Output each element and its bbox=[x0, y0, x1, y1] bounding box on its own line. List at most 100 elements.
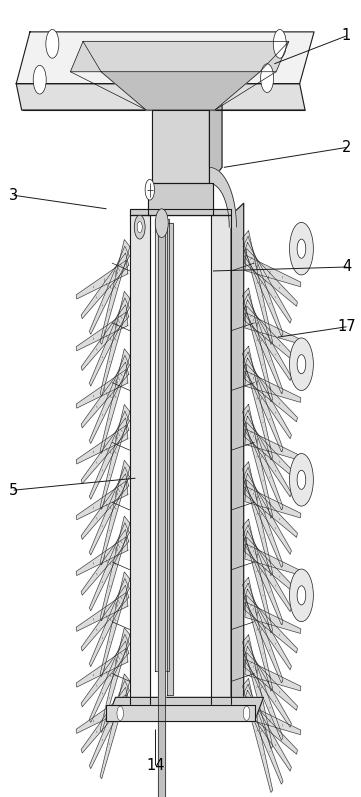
Circle shape bbox=[297, 470, 306, 489]
Polygon shape bbox=[158, 219, 165, 797]
Circle shape bbox=[290, 338, 313, 391]
Polygon shape bbox=[81, 585, 129, 651]
Circle shape bbox=[273, 29, 286, 58]
Polygon shape bbox=[90, 411, 129, 499]
Polygon shape bbox=[245, 430, 301, 461]
Polygon shape bbox=[243, 641, 283, 740]
Circle shape bbox=[134, 215, 145, 239]
Polygon shape bbox=[243, 346, 273, 460]
Polygon shape bbox=[76, 592, 128, 631]
Polygon shape bbox=[209, 94, 222, 183]
Polygon shape bbox=[81, 362, 129, 428]
Circle shape bbox=[33, 65, 46, 94]
Polygon shape bbox=[245, 660, 301, 691]
Polygon shape bbox=[245, 603, 301, 634]
Polygon shape bbox=[244, 422, 297, 480]
Polygon shape bbox=[243, 583, 283, 683]
Circle shape bbox=[297, 586, 306, 605]
Polygon shape bbox=[101, 72, 260, 110]
Circle shape bbox=[145, 179, 155, 200]
Polygon shape bbox=[76, 648, 128, 687]
Circle shape bbox=[290, 453, 313, 506]
Text: 3: 3 bbox=[9, 188, 18, 202]
Polygon shape bbox=[100, 628, 130, 732]
Polygon shape bbox=[245, 487, 301, 518]
Polygon shape bbox=[244, 249, 297, 306]
Polygon shape bbox=[81, 687, 129, 753]
Text: 1: 1 bbox=[342, 29, 351, 43]
Polygon shape bbox=[130, 215, 150, 711]
Polygon shape bbox=[211, 215, 231, 711]
Polygon shape bbox=[90, 246, 129, 334]
Polygon shape bbox=[245, 313, 301, 344]
Polygon shape bbox=[106, 697, 264, 721]
Polygon shape bbox=[243, 531, 291, 611]
Text: 4: 4 bbox=[342, 260, 351, 274]
Circle shape bbox=[243, 706, 250, 720]
Polygon shape bbox=[76, 481, 128, 520]
Polygon shape bbox=[90, 355, 129, 443]
Polygon shape bbox=[244, 537, 297, 595]
Polygon shape bbox=[81, 253, 129, 319]
Polygon shape bbox=[100, 240, 130, 344]
Polygon shape bbox=[155, 219, 169, 671]
Polygon shape bbox=[243, 404, 273, 518]
Polygon shape bbox=[244, 653, 297, 710]
Polygon shape bbox=[243, 473, 291, 554]
Polygon shape bbox=[243, 300, 291, 380]
Polygon shape bbox=[244, 480, 297, 537]
Polygon shape bbox=[90, 298, 129, 386]
Text: 17: 17 bbox=[337, 320, 356, 334]
Polygon shape bbox=[100, 349, 130, 453]
Polygon shape bbox=[106, 705, 255, 721]
Polygon shape bbox=[243, 416, 291, 497]
Polygon shape bbox=[81, 473, 129, 540]
Polygon shape bbox=[243, 646, 291, 727]
Polygon shape bbox=[243, 690, 291, 771]
Circle shape bbox=[290, 569, 313, 622]
Polygon shape bbox=[148, 183, 213, 215]
Circle shape bbox=[155, 209, 168, 238]
Polygon shape bbox=[243, 410, 283, 510]
Polygon shape bbox=[70, 41, 289, 72]
Polygon shape bbox=[81, 304, 129, 371]
Circle shape bbox=[46, 29, 59, 58]
Text: 14: 14 bbox=[146, 758, 165, 772]
Polygon shape bbox=[243, 525, 283, 625]
Polygon shape bbox=[209, 167, 236, 227]
Polygon shape bbox=[243, 468, 283, 567]
Polygon shape bbox=[100, 516, 130, 621]
Polygon shape bbox=[243, 519, 273, 633]
Polygon shape bbox=[130, 209, 231, 215]
Polygon shape bbox=[244, 595, 297, 653]
Polygon shape bbox=[243, 230, 273, 344]
Polygon shape bbox=[243, 288, 273, 402]
Polygon shape bbox=[100, 461, 130, 565]
Polygon shape bbox=[81, 418, 129, 484]
Text: 5: 5 bbox=[9, 483, 18, 497]
Polygon shape bbox=[81, 529, 129, 595]
Polygon shape bbox=[90, 579, 129, 666]
Polygon shape bbox=[16, 32, 314, 84]
Circle shape bbox=[117, 706, 123, 720]
Polygon shape bbox=[90, 467, 129, 555]
Polygon shape bbox=[245, 371, 301, 402]
Polygon shape bbox=[76, 369, 128, 408]
Polygon shape bbox=[244, 697, 297, 754]
Polygon shape bbox=[244, 306, 297, 363]
Polygon shape bbox=[76, 312, 128, 351]
Polygon shape bbox=[243, 685, 283, 784]
Polygon shape bbox=[90, 681, 129, 768]
Polygon shape bbox=[243, 634, 273, 748]
Polygon shape bbox=[90, 634, 129, 722]
Polygon shape bbox=[167, 223, 173, 695]
Polygon shape bbox=[231, 203, 244, 711]
Polygon shape bbox=[243, 242, 291, 323]
Polygon shape bbox=[100, 292, 130, 396]
Circle shape bbox=[297, 239, 306, 258]
Polygon shape bbox=[100, 674, 130, 779]
Text: 2: 2 bbox=[342, 140, 351, 155]
Polygon shape bbox=[243, 237, 283, 336]
Polygon shape bbox=[245, 704, 301, 735]
Polygon shape bbox=[100, 405, 130, 509]
